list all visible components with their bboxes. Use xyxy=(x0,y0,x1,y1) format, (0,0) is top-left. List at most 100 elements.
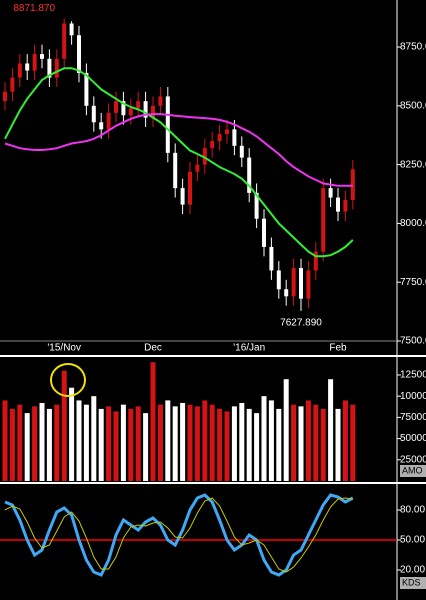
candle-body xyxy=(195,164,200,172)
y-tick-label: 8750.00 xyxy=(400,42,426,53)
candle-body xyxy=(99,122,104,130)
candle-body xyxy=(165,96,170,153)
y-tick-label: 7500.00 xyxy=(400,336,426,347)
candle-body xyxy=(328,188,333,198)
candle-body xyxy=(10,77,15,92)
candle-body xyxy=(173,152,178,189)
candle-body xyxy=(47,58,52,78)
volume-bar xyxy=(17,404,23,481)
volume-bar xyxy=(32,406,38,481)
volume-bar xyxy=(98,408,104,481)
candle-body xyxy=(128,108,133,116)
candle-body xyxy=(62,23,67,59)
volume-bar xyxy=(320,408,326,481)
volume-bar xyxy=(231,406,237,481)
candle-body xyxy=(77,35,81,73)
x-tick-label: Feb xyxy=(329,343,347,354)
y-tick-label: 125000 xyxy=(400,370,426,381)
volume-bar xyxy=(180,402,186,481)
volume-bar xyxy=(217,408,223,481)
candle-body xyxy=(291,268,296,297)
volume-bar xyxy=(291,404,297,481)
volume-bar xyxy=(106,406,112,481)
volume-bar xyxy=(128,408,134,481)
volume-bar xyxy=(335,408,341,481)
panel-label: KDS xyxy=(402,577,421,587)
candle-body xyxy=(284,289,289,297)
y-tick-label: 50000 xyxy=(400,433,426,444)
candle-body xyxy=(269,246,274,271)
y-tick-label: 8500.00 xyxy=(400,100,426,111)
volume-bar xyxy=(313,404,319,481)
volume-bar xyxy=(187,404,193,481)
y-tick-label: 20.00 xyxy=(400,565,425,576)
volume-bar xyxy=(276,408,282,481)
volume-bar xyxy=(135,406,141,481)
y-tick-label: 100000 xyxy=(400,391,426,402)
volume-bar xyxy=(76,400,82,481)
high-annotation: 8871.870 xyxy=(13,3,55,14)
volume-bar xyxy=(328,379,334,481)
candle-body xyxy=(40,54,44,59)
volume-bar xyxy=(268,400,274,481)
volume-bar xyxy=(83,404,89,481)
volume-bar xyxy=(24,413,30,481)
candle-body xyxy=(276,270,281,290)
x-tick-label: '15/Nov xyxy=(47,343,81,354)
volume-bar xyxy=(209,404,215,481)
volume-bar xyxy=(143,413,149,481)
y-tick-label: 80.00 xyxy=(400,505,425,516)
candle-body xyxy=(151,105,155,118)
candle-body xyxy=(306,270,311,299)
volume-bar xyxy=(202,400,208,481)
volume-bar xyxy=(54,404,60,481)
candle-body xyxy=(17,63,22,78)
y-tick-label: 75000 xyxy=(400,412,426,423)
candle-body xyxy=(54,58,59,78)
volume-bar xyxy=(61,370,67,481)
candle-body xyxy=(136,101,141,109)
panel-label: AMO xyxy=(402,465,423,475)
candle-body xyxy=(254,192,259,219)
candle-body xyxy=(84,72,89,106)
marks: 7500.00 7750.00 8000.00 8250.00 8500.00 8750.… xyxy=(0,3,426,589)
candle-body xyxy=(158,96,163,106)
candle-body xyxy=(32,54,37,71)
y-tick-label: 7750.00 xyxy=(400,277,426,288)
volume-bar xyxy=(298,406,304,481)
candle-body xyxy=(25,63,30,71)
volume-bar xyxy=(113,411,119,481)
candle-body xyxy=(121,101,126,116)
volume-bar xyxy=(165,400,171,481)
candle-body xyxy=(336,197,340,212)
volume-bar xyxy=(39,402,45,481)
volume-bar xyxy=(239,402,245,481)
y-tick-label: 50.00 xyxy=(400,535,425,546)
volume-bar xyxy=(172,406,178,481)
moving-average xyxy=(4,67,354,258)
candle-body xyxy=(114,101,118,113)
candle-body xyxy=(106,112,111,130)
volume-bar xyxy=(224,411,230,481)
volume-bar xyxy=(157,404,163,481)
volume-bar xyxy=(254,413,260,481)
volume-bar xyxy=(246,408,252,481)
panel-label-box xyxy=(400,465,426,477)
moving-average xyxy=(4,113,353,187)
volume-bar xyxy=(46,408,52,481)
candle-body xyxy=(262,218,266,247)
volume-bar xyxy=(350,404,356,481)
candle-body xyxy=(188,171,192,205)
candle-body xyxy=(247,157,252,193)
candle-body xyxy=(239,145,244,158)
x-tick-label: Dec xyxy=(144,343,162,354)
candle-body xyxy=(210,141,215,149)
candle-body xyxy=(232,129,237,146)
volume-bar xyxy=(261,396,267,481)
volume-bar xyxy=(194,406,200,481)
volume-bar xyxy=(120,404,126,481)
y-tick-label: 8000.00 xyxy=(400,218,426,229)
oscillator-line xyxy=(4,497,353,573)
